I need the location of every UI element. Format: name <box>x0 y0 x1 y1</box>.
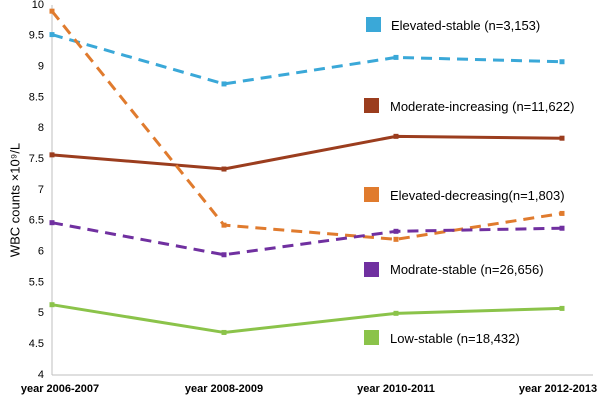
series-5 <box>49 302 565 335</box>
data-point <box>393 133 399 139</box>
legend-label: Moderate-increasing (n=11,622) <box>390 99 574 114</box>
y-tick-label: 9 <box>38 61 44 73</box>
legend-item: Elevated-stable (n=3,153) <box>366 17 540 33</box>
legend-label: Elevated-stable (n=3,153) <box>391 18 540 33</box>
legend-swatch <box>364 98 379 113</box>
legend-swatch <box>366 17 381 32</box>
y-tick-label: 8 <box>38 122 44 134</box>
series-line <box>51 33 563 86</box>
legend-swatch <box>364 262 379 277</box>
legend-item: Modrate-stable (n=26,656) <box>364 262 544 277</box>
data-point <box>559 305 565 311</box>
legend-item: Low-stable (n=18,432) <box>364 330 520 346</box>
data-point <box>221 222 227 228</box>
legend-label: Low-stable (n=18,432) <box>390 331 520 346</box>
series-1 <box>49 32 565 87</box>
data-point <box>559 210 565 216</box>
y-tick-label: 5 <box>38 307 44 319</box>
series-2 <box>49 133 565 172</box>
legend: Elevated-stable (n=3,153) Moderate-increa… <box>364 17 574 346</box>
x-tick-label: year 2010-2011 <box>357 383 435 395</box>
series-line <box>51 303 563 334</box>
axis-labels: WBC counts ×10⁹/L <box>7 143 22 257</box>
legend-label: Elevated-decreasing(n=1,803) <box>390 188 565 203</box>
data-point <box>393 236 399 242</box>
legend-label: Modrate-stable (n=26,656) <box>390 262 544 277</box>
data-point <box>221 166 227 172</box>
data-point <box>221 329 227 335</box>
data-point <box>221 252 227 258</box>
y-tick-label: 4 <box>38 369 44 381</box>
series-line <box>51 221 563 257</box>
y-tick-label: 4.5 <box>29 338 44 350</box>
x-tick-label: year 2012-2013 <box>519 383 597 395</box>
y-tick-label: 9.5 <box>29 30 44 42</box>
y-tick-label: 6.5 <box>29 215 44 227</box>
data-point <box>559 225 565 231</box>
data-point <box>559 135 565 141</box>
data-point <box>49 152 55 158</box>
data-point <box>49 302 55 308</box>
data-point <box>559 59 565 65</box>
data-point <box>49 8 55 14</box>
data-point <box>49 32 55 38</box>
y-tick-label: 5.5 <box>29 276 44 288</box>
axes: 4 4.5 5 5.5 6 6.5 7 7.5 8 8.5 9 9.5 10 year 2006-2007… <box>21 0 597 395</box>
series-line <box>51 134 563 171</box>
legend-item: Moderate-increasing (n=11,622) <box>364 98 574 114</box>
y-tick-label: 7.5 <box>29 153 44 165</box>
series-4 <box>49 220 565 258</box>
x-tick-label: year 2006-2007 <box>21 383 99 395</box>
y-tick-label: 6 <box>38 246 44 258</box>
data-point <box>49 220 55 226</box>
data-point <box>393 228 399 234</box>
y-axis-label: WBC counts ×10⁹/L <box>7 143 22 257</box>
x-tick-label: year 2008-2009 <box>185 383 263 395</box>
data-point <box>393 54 399 60</box>
series-lines <box>49 8 565 335</box>
y-tick-label: 8.5 <box>29 91 44 103</box>
legend-swatch <box>364 187 379 202</box>
series-line <box>50 10 563 241</box>
data-point <box>393 310 399 316</box>
data-point <box>221 81 227 87</box>
legend-swatch <box>364 330 379 345</box>
y-tick-label: 10 <box>32 0 44 11</box>
y-tick-label: 7 <box>38 184 44 196</box>
series-3 <box>49 8 565 242</box>
legend-item: Elevated-decreasing(n=1,803) <box>364 187 565 203</box>
